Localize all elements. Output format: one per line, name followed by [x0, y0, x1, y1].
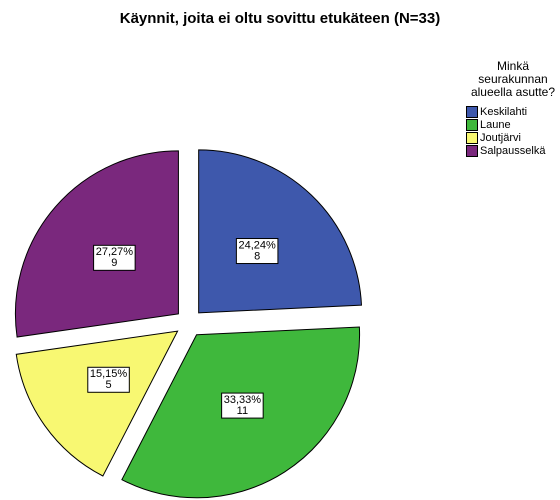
chart-title: Käynnit, joita ei oltu sovittu etukäteen… — [119, 10, 441, 27]
label-count: 11 — [237, 405, 248, 417]
legend-swatch — [466, 131, 478, 144]
data-label: 33,33%11 — [221, 392, 264, 419]
label-box — [221, 392, 264, 419]
data-label: 27,27%9 — [93, 244, 136, 271]
label-count: 9 — [111, 257, 117, 269]
pie-slice — [14, 150, 179, 338]
plot: 24,24%8 33,33%11 15,15%5 27,27%9 — [14, 149, 362, 499]
label-percent: 24,24% — [238, 239, 276, 251]
legend-label: Salpausselkä — [480, 144, 546, 157]
legend-item: Joutjärvi — [466, 131, 560, 144]
label-count: 8 — [254, 250, 260, 262]
label-count: 5 — [105, 379, 111, 391]
data-label: 24,24%8 — [235, 238, 279, 265]
legend-item: Keskilahti — [466, 105, 560, 118]
legend-label: Laune — [480, 118, 511, 131]
label-percent: 33,33% — [224, 394, 262, 406]
legend-title: Minkä seurakunnan alueella asutte? — [470, 59, 556, 99]
legend-label: Joutjärvi — [480, 131, 521, 144]
label-box — [235, 238, 279, 265]
legend: Minkä seurakunnan alueella asutte? Keski… — [466, 60, 560, 157]
legend-item: Laune — [466, 118, 560, 131]
legend-swatch — [466, 105, 478, 118]
legend-swatch — [466, 144, 478, 157]
legend-swatch — [466, 118, 478, 131]
label-box — [87, 366, 130, 393]
data-label: 15,15%5 — [87, 366, 130, 393]
legend-item: Salpausselkä — [466, 144, 560, 157]
legend-label: Keskilahti — [480, 105, 528, 118]
label-box — [93, 244, 136, 271]
pie-slice — [198, 149, 362, 314]
pie-slice — [15, 330, 179, 477]
label-percent: 27,27% — [96, 246, 134, 258]
label-percent: 15,15% — [90, 368, 128, 380]
